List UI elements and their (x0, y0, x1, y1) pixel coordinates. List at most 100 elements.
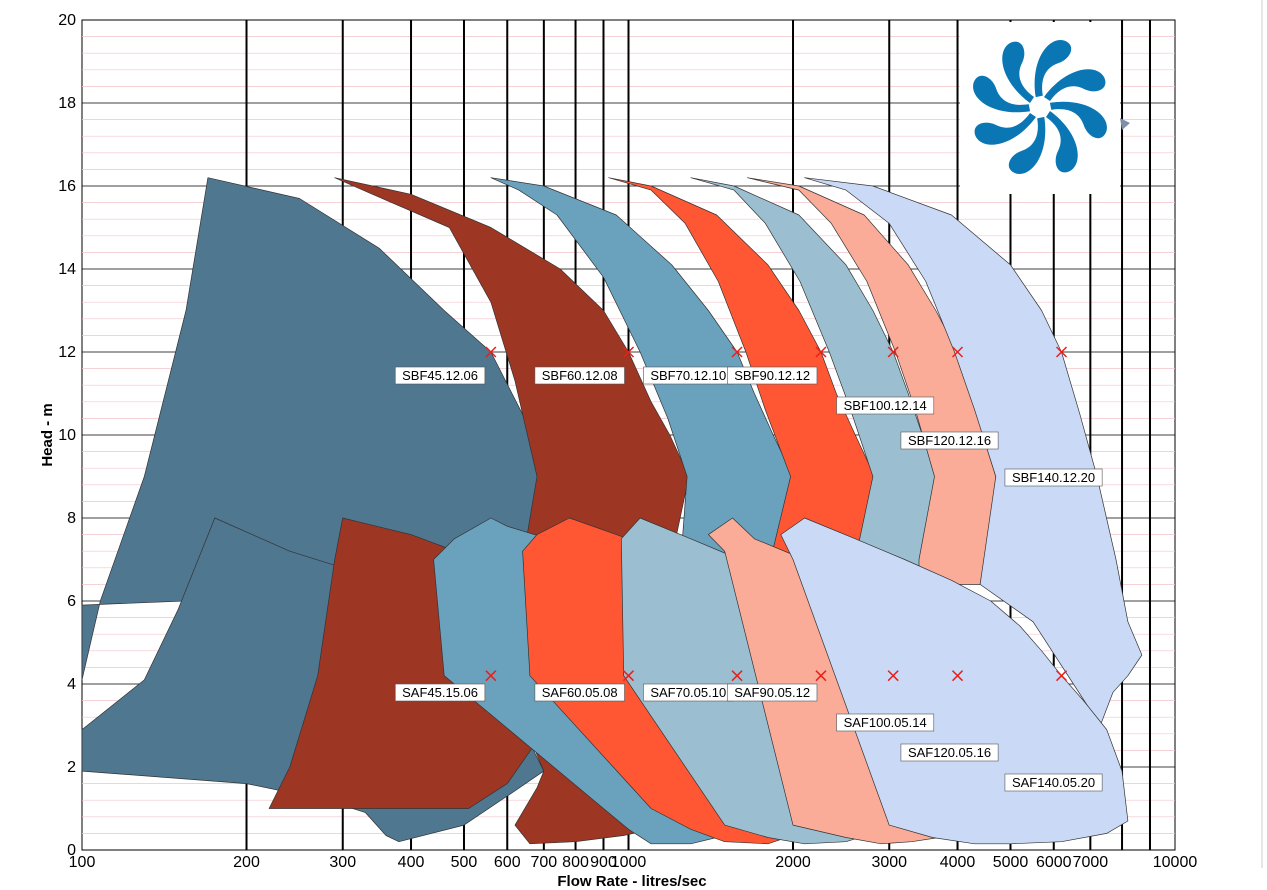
series-label: SBF60.12.08 (534, 366, 625, 385)
duty-point-marker (815, 346, 827, 358)
series-label: SAF100.05.14 (836, 713, 935, 732)
x-tick-label: 1000 (611, 854, 647, 871)
logo-blade (1002, 41, 1034, 103)
duty-point-marker (951, 670, 964, 682)
y-tick-label: 20 (58, 12, 76, 29)
y-tick-label: 6 (67, 593, 76, 610)
logo-blade (1008, 116, 1046, 174)
x-tick-label: 900 (590, 854, 617, 871)
x-tick-label: 200 (233, 854, 260, 871)
y-tick-label: 18 (58, 95, 76, 112)
pump-envelopes (81, 177, 1143, 845)
series-label: SAF45.15.06 (394, 683, 486, 702)
series-label: SAF60.05.08 (534, 683, 625, 702)
x-tick-label: 5000 (993, 854, 1029, 871)
logo-blade (1046, 111, 1078, 173)
x-tick-label: 4000 (940, 854, 976, 871)
duty-point-marker (731, 346, 743, 358)
y-tick-label: 2 (67, 759, 76, 776)
series-label-box (727, 366, 818, 385)
series-labels: SBF45.12.06 SBF60.12.08 SBF70.12.10 SBF90.1… (394, 366, 1103, 792)
duty-point-marker (815, 670, 827, 682)
x-tick-label: 400 (398, 854, 425, 871)
series-label-text: SBF70.12.10 (650, 368, 726, 383)
series-label-text: SAF90.05.12 (734, 685, 810, 700)
series-label: SBF100.12.14 (836, 396, 935, 415)
logo-blade (974, 113, 1036, 145)
series-label-box (534, 683, 625, 702)
series-label-text: SAF60.05.08 (542, 685, 618, 700)
series-label-text: SAF45.15.06 (402, 685, 478, 700)
y-tick-label: 12 (58, 344, 76, 361)
duty-point-marker (731, 670, 743, 682)
series-label: SAF140.05.20 (1004, 773, 1103, 792)
series-label: SBF90.12.12 (727, 366, 818, 385)
y-axis-title: Head - m (39, 403, 56, 466)
series-label-text: SBF140.12.20 (1012, 470, 1095, 485)
logo-blade (1044, 69, 1106, 101)
y-tick-label: 0 (67, 842, 76, 859)
series-label: SBF120.12.16 (900, 431, 999, 450)
series-label-box (836, 396, 935, 415)
logo-blade (1049, 101, 1107, 139)
impeller-logo (960, 22, 1130, 194)
y-tick-label: 16 (58, 178, 76, 195)
series-label-box (836, 713, 935, 732)
series-label: SBF45.12.06 (394, 366, 486, 385)
series-label-box (900, 743, 999, 762)
series-label-box (727, 683, 818, 702)
x-tick-label: 100 (69, 854, 96, 871)
duty-point-marker (485, 670, 497, 682)
series-label: SAF70.05.10 (643, 683, 734, 702)
x-tick-label: 7000 (1073, 854, 1109, 871)
series-label-box (1004, 468, 1103, 487)
series-label-text: SAF100.05.14 (844, 715, 927, 730)
logo-blade (1034, 40, 1072, 98)
series-label-box (394, 683, 486, 702)
x-tick-label: 2000 (775, 854, 811, 871)
duty-point-marker (1056, 670, 1068, 682)
series-label-box (394, 366, 486, 385)
series-label-text: SBF45.12.06 (402, 368, 478, 383)
series-label-text: SAF120.05.16 (908, 745, 991, 760)
series-label: SBF140.12.20 (1004, 468, 1103, 487)
series-label-text: SBF90.12.12 (734, 368, 810, 383)
x-tick-label: 3000 (871, 854, 907, 871)
series-label-text: SAF70.05.10 (650, 685, 726, 700)
duty-point-marker (485, 346, 497, 358)
y-tick-label: 14 (58, 261, 76, 278)
logo-arrow-icon (1120, 118, 1130, 130)
logo-blade (973, 75, 1031, 113)
x-tick-label: 700 (530, 854, 557, 871)
duty-point-marker (622, 346, 635, 358)
duty-point-marker (951, 346, 964, 358)
series-label-text: SBF120.12.16 (908, 433, 991, 448)
series-label-box (534, 366, 625, 385)
y-tick-label: 10 (58, 427, 76, 444)
x-tick-label: 10000 (1153, 854, 1198, 871)
series-label-text: SAF140.05.20 (1012, 775, 1095, 790)
series-label-box (900, 431, 999, 450)
series-label: SAF90.05.12 (727, 683, 818, 702)
duty-point-marker (887, 346, 899, 358)
y-tick-label: 8 (67, 510, 76, 527)
series-label: SBF70.12.10 (643, 366, 734, 385)
envelope-sbf140-12-20 (804, 177, 1143, 726)
x-tick-label: 500 (451, 854, 478, 871)
x-axis-title: Flow Rate - litres/sec (557, 873, 706, 890)
series-label: SAF120.05.16 (900, 743, 999, 762)
duty-point-marker (887, 670, 899, 682)
x-tick-label: 600 (494, 854, 521, 871)
duty-point-marker (1056, 346, 1068, 358)
duty-markers (485, 346, 1068, 682)
x-tick-label: 6000 (1036, 854, 1072, 871)
series-label-text: SBF60.12.08 (542, 368, 618, 383)
y-tick-label: 4 (67, 676, 76, 693)
duty-point-marker (622, 670, 635, 682)
x-tick-label: 300 (329, 854, 356, 871)
series-label-box (1004, 773, 1103, 792)
series-label-text: SBF100.12.14 (844, 398, 927, 413)
x-tick-label: 800 (562, 854, 589, 871)
